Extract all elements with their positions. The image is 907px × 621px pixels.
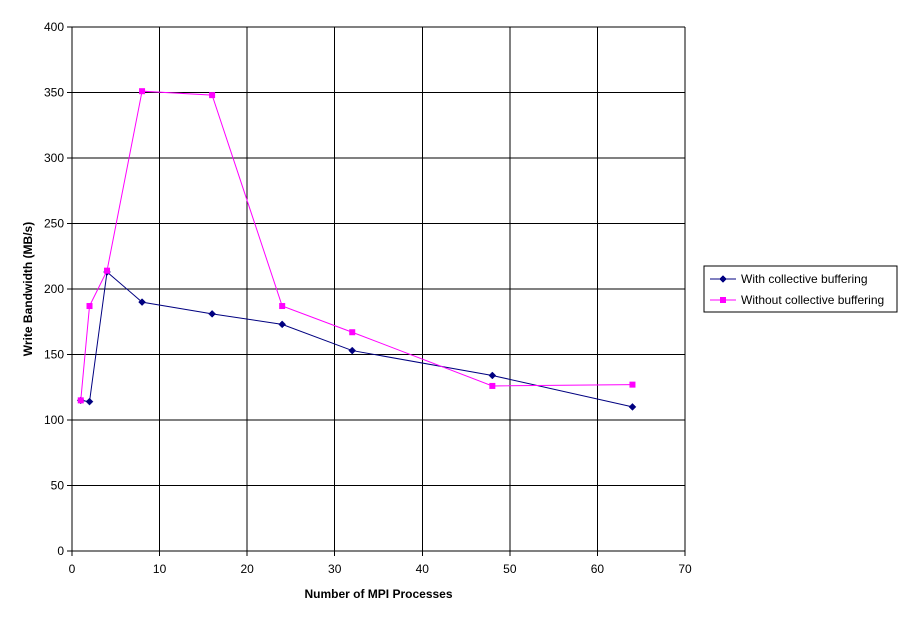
data-point (104, 267, 111, 274)
legend-marker (719, 275, 727, 283)
data-point (629, 381, 636, 388)
series-line (80, 270, 633, 408)
data-point (77, 397, 84, 404)
axes (67, 26, 686, 556)
data-point (86, 303, 93, 310)
y-axis-title: Write Bandwidth (MB/s) (21, 222, 35, 356)
x-tick-label: 0 (69, 562, 76, 576)
x-axis-title: Number of MPI Processes (304, 587, 452, 601)
x-tick-label: 10 (153, 562, 167, 576)
data-point (488, 371, 497, 380)
data-point (138, 298, 146, 306)
legend: With collective buffering Without collect… (703, 265, 898, 313)
y-tick-label: 250 (44, 217, 64, 231)
x-tick-label: 20 (240, 562, 254, 576)
y-tick-label: 300 (44, 151, 64, 165)
series-2 (77, 88, 636, 404)
legend-marker (720, 297, 726, 303)
legend-label: With collective buffering (741, 272, 868, 286)
data-point (139, 88, 146, 95)
data-point (279, 303, 286, 310)
legend-box (703, 265, 898, 313)
legend-item: With collective buffering (710, 272, 868, 286)
x-tick-label: 40 (416, 562, 430, 576)
data-point (209, 92, 216, 99)
y-tick-label: 100 (44, 413, 64, 427)
y-tick-label: 150 (44, 348, 64, 362)
data-point (208, 310, 216, 318)
y-tick-label: 50 (51, 479, 65, 493)
series-line (80, 90, 633, 401)
series-lines (76, 88, 637, 411)
data-point (278, 320, 287, 329)
data-point (628, 403, 637, 411)
gridlines (72, 26, 686, 551)
data-point (489, 382, 496, 389)
x-tick-label: 50 (503, 562, 517, 576)
y-tick-label: 400 (44, 20, 64, 34)
legend-item: Without collective buffering (710, 293, 884, 307)
y-tick-label: 350 (44, 86, 64, 100)
tick-labels: 0 50 100 150 200 250 300 350 400 0 10 20 30 40 50 60 70 (44, 20, 692, 576)
series-1 (76, 268, 637, 411)
data-point (85, 397, 94, 406)
x-tick-label: 60 (591, 562, 605, 576)
y-tick-label: 0 (57, 544, 64, 558)
legend-label: Without collective buffering (741, 293, 884, 307)
x-tick-label: 70 (678, 562, 692, 576)
y-tick-label: 200 (44, 282, 64, 296)
data-point (349, 329, 356, 336)
data-point (348, 346, 357, 355)
x-tick-label: 30 (328, 562, 342, 576)
